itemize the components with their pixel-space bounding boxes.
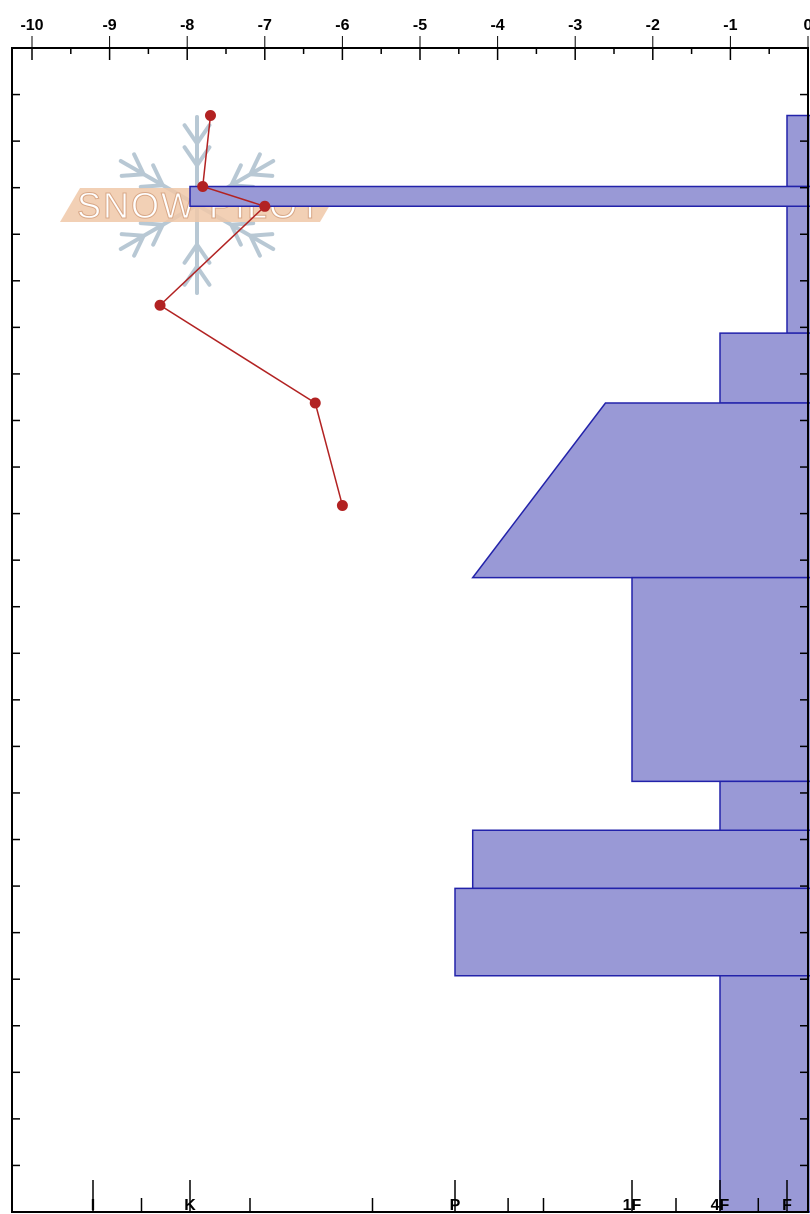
hardness-layer bbox=[631, 576, 810, 783]
temperature-point bbox=[197, 181, 209, 193]
hardness-layer bbox=[719, 780, 810, 831]
snowflake-branch bbox=[119, 172, 146, 178]
snowflake-branch bbox=[182, 145, 199, 168]
snowflake-branch bbox=[132, 233, 146, 258]
bottom-tick-label: F bbox=[782, 1197, 792, 1214]
snowflake-branch bbox=[138, 183, 165, 189]
temperature-line bbox=[158, 115, 344, 506]
top-tick-label: -3 bbox=[568, 17, 582, 34]
hardness-layer bbox=[786, 114, 810, 188]
snowflake-branch bbox=[151, 163, 165, 188]
temperature-point bbox=[154, 299, 166, 311]
top-tick-label: -5 bbox=[413, 17, 427, 34]
hardness-layer bbox=[454, 887, 810, 977]
top-tick-label: -7 bbox=[258, 17, 272, 34]
bottom-tick-label: 4F bbox=[711, 1197, 730, 1214]
bottom-tick-label: 1F bbox=[623, 1197, 642, 1214]
bottom-tick-label: I bbox=[91, 1197, 95, 1214]
hardness-layer bbox=[471, 829, 810, 890]
axes: -10 -9 -8 -7 -6 -5 -4 -3 -2 -1 0I K P 1F 4F F bbox=[11, 17, 810, 1214]
top-tick-label: -2 bbox=[646, 17, 660, 34]
top-tick-label: -6 bbox=[335, 17, 349, 34]
snowflake-branch bbox=[248, 233, 262, 258]
snowflake-branch bbox=[119, 232, 146, 238]
snowflake-branch bbox=[182, 242, 199, 265]
snowflake-branch bbox=[195, 264, 212, 287]
hardness-layer bbox=[719, 974, 810, 1213]
bottom-tick-label: K bbox=[184, 1197, 196, 1214]
snowflake-branch bbox=[229, 221, 256, 227]
top-tick-label: -10 bbox=[20, 17, 43, 34]
snowflake-branch bbox=[182, 123, 199, 146]
top-tick-label: -9 bbox=[102, 17, 116, 34]
temperature-point bbox=[259, 200, 271, 212]
temperature-point bbox=[204, 110, 216, 122]
snowflake-branch bbox=[248, 232, 275, 238]
hardness-layers bbox=[189, 114, 810, 1213]
top-tick-label: -8 bbox=[180, 17, 194, 34]
snowflake-branch bbox=[138, 221, 165, 227]
snowflake-branch bbox=[229, 222, 243, 247]
snowflake-branch bbox=[248, 152, 262, 177]
snowflake-branch bbox=[229, 163, 243, 188]
hardness-layer bbox=[719, 332, 810, 404]
snowflake-branch bbox=[195, 123, 212, 146]
snowflake-branch bbox=[132, 152, 146, 177]
bottom-tick-label: P bbox=[450, 1197, 461, 1214]
temperature-profile bbox=[154, 110, 348, 511]
hardness-layer bbox=[786, 205, 810, 334]
snowflake-branch bbox=[248, 172, 275, 178]
top-tick-label: -1 bbox=[723, 17, 737, 34]
temperature-point bbox=[309, 397, 321, 409]
top-tick-label: -4 bbox=[490, 17, 504, 34]
hardness-layer bbox=[189, 185, 810, 208]
plot-frame bbox=[11, 47, 809, 1213]
top-tick-label: 0 bbox=[804, 17, 810, 34]
hardness-layer bbox=[471, 402, 810, 579]
temperature-point bbox=[336, 499, 348, 511]
snowflake-branch bbox=[151, 222, 165, 247]
